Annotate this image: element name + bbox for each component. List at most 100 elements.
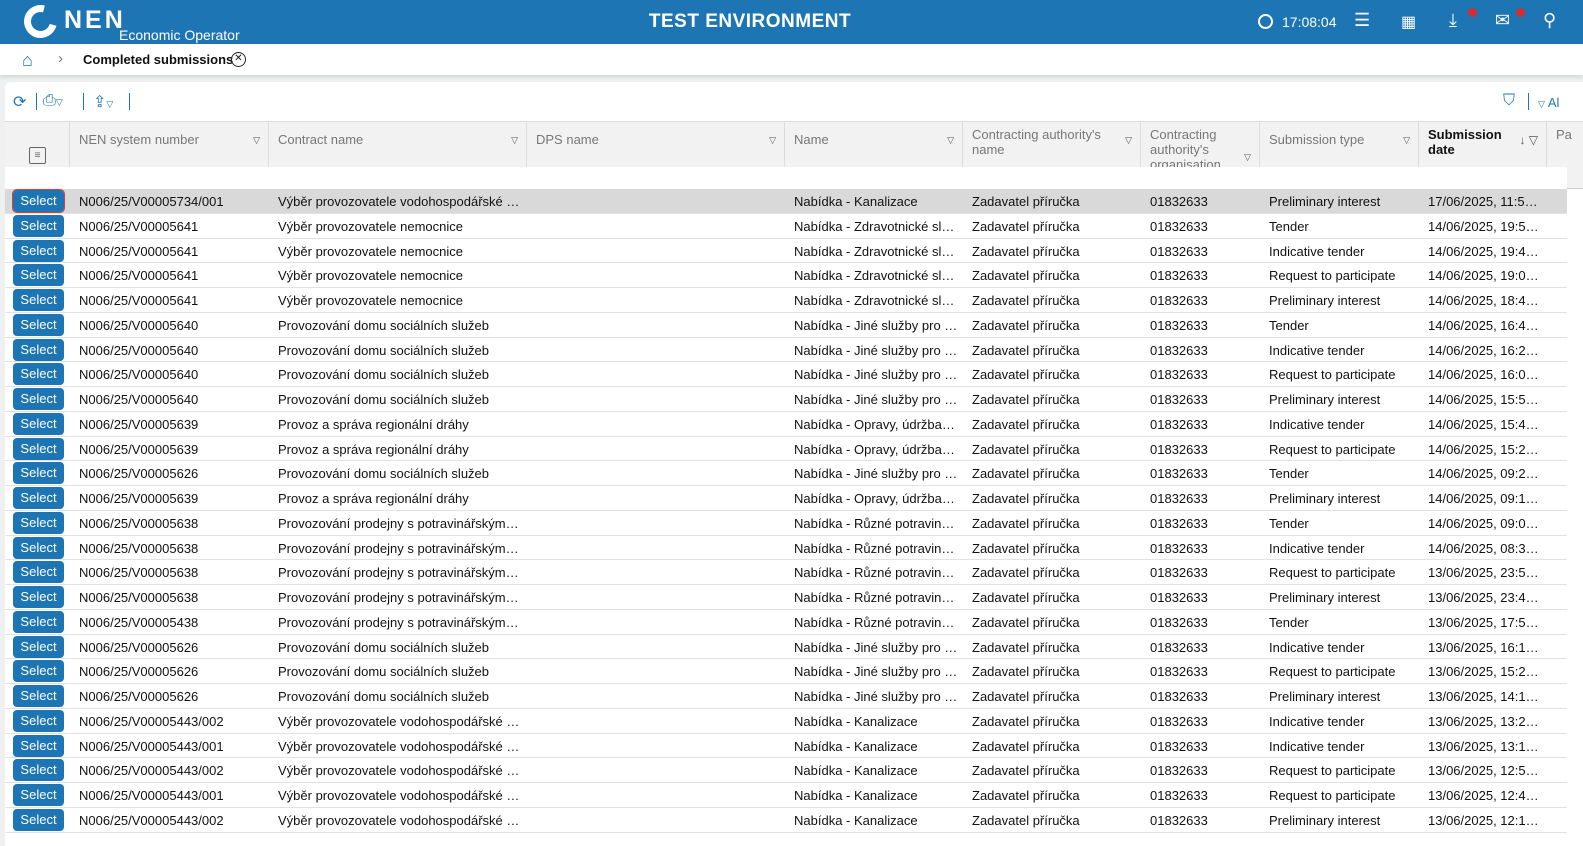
table-row[interactable]: Select N006/25/V00005639 Provoz a správa r… <box>5 486 1567 511</box>
table-row[interactable]: Select N006/25/V00005641 Výběr provozovate… <box>5 288 1567 313</box>
column-filter-icon[interactable]: ▽ <box>253 135 260 145</box>
table-cell: 13/06/2025, 14:1… <box>1428 689 1539 704</box>
refresh-icon[interactable]: ⟳ <box>13 94 27 111</box>
select-button[interactable]: Select <box>13 388 64 410</box>
table-cell: N006/25/V00005641 <box>79 243 199 259</box>
select-button[interactable]: Select <box>13 412 64 435</box>
column-filter-icon[interactable]: ▽ <box>1244 152 1251 162</box>
all-filter-dropdown[interactable]: ▽ Al <box>1538 95 1560 110</box>
column-filter-icon[interactable]: ▽ <box>1125 135 1132 145</box>
select-button[interactable]: Select <box>13 709 64 732</box>
table-cell: Zadavatel příručka <box>972 515 1080 531</box>
column-header[interactable]: DPS name ▽ <box>527 122 785 189</box>
table-cell: N006/25/V00005638 <box>79 590 199 605</box>
filter-icon[interactable]: ⛉ <box>1503 92 1516 109</box>
select-button[interactable]: Select <box>13 214 64 237</box>
table-cell: Nabídka - Opravy, údržba a… <box>794 416 958 432</box>
select-button[interactable]: Select <box>13 437 64 460</box>
table-cell: Zadavatel příručka <box>972 491 1080 506</box>
download-icon[interactable]: ⤓ <box>1449 10 1457 30</box>
user-icon[interactable]: ⚲ <box>1543 10 1557 30</box>
select-button[interactable]: Select <box>13 808 64 831</box>
table-row[interactable]: Select N006/25/V00005626 Provozování domu … <box>5 659 1567 684</box>
table-row[interactable]: Select N006/25/V00005640 Provozování domu … <box>5 362 1567 387</box>
select-button[interactable]: Select <box>13 313 64 336</box>
table-cell: Zadavatel příručka <box>972 738 1080 754</box>
column-header[interactable]: NEN system number ▽ <box>70 122 269 189</box>
table-row[interactable]: Select N006/25/V00005443/002 Výběr provozo… <box>5 758 1567 783</box>
select-button[interactable]: Select <box>13 239 64 262</box>
table-row[interactable]: Select N006/25/V00005443/002 Výběr provozo… <box>5 708 1567 734</box>
column-header[interactable]: Contract name ▽ <box>269 122 527 189</box>
table-row[interactable]: Select N006/25/V00005638 Provozování prode… <box>5 560 1567 585</box>
table-cell: Tender <box>1269 515 1309 531</box>
column-filter-icon[interactable]: ▽ <box>769 135 776 145</box>
mail-icon[interactable]: ✉ <box>1495 10 1511 30</box>
table-cell: 14/06/2025, 15:4… <box>1428 416 1539 432</box>
table-cell: 01832633 <box>1150 218 1208 234</box>
select-button[interactable]: Select <box>13 660 64 683</box>
table-cell: Provozování domu sociálních služeb <box>278 664 490 680</box>
table-row[interactable]: Select N006/25/V00005734/001 Výběr provozo… <box>5 189 1567 214</box>
select-button[interactable]: Select <box>13 586 64 608</box>
table-row[interactable]: Select N006/25/V00005626 Provozování domu … <box>5 461 1567 486</box>
table-row[interactable]: Select N006/25/V00005639 Provoz a správa r… <box>5 436 1567 462</box>
column-filter-icon[interactable]: ▽ <box>947 135 954 145</box>
table-row[interactable]: Select N006/25/V00005438 Provozování prode… <box>5 609 1567 635</box>
column-header[interactable]: Submission type ▽ <box>1260 122 1419 189</box>
select-button[interactable]: Select <box>13 635 64 658</box>
calendar-icon[interactable]: ▦ <box>1401 14 1417 31</box>
table-row[interactable]: Select N006/25/V00005640 Provozování domu … <box>5 312 1567 338</box>
select-button[interactable]: Select <box>13 363 64 386</box>
sort-descending-icon[interactable]: ↓ ▽ <box>1519 133 1538 147</box>
table-row[interactable]: Select N006/25/V00005443/002 Výběr provozo… <box>5 807 1567 833</box>
home-icon[interactable]: ⌂ <box>22 50 33 70</box>
table-row[interactable]: Select N006/25/V00005641 Výběr provozovate… <box>5 263 1567 288</box>
table-row[interactable]: Select N006/25/V00005443/001 Výběr provozo… <box>5 733 1567 759</box>
table-cell: N006/25/V00005640 <box>79 317 199 333</box>
select-button[interactable]: Select <box>13 264 64 287</box>
export-icon[interactable]: ⇪▽ <box>93 94 114 111</box>
select-button[interactable]: Select <box>13 462 64 485</box>
select-button[interactable]: Select <box>13 734 64 757</box>
select-button[interactable]: Select <box>13 511 64 534</box>
table-row[interactable]: Select N006/25/V00005641 Výběr provozovate… <box>5 213 1567 239</box>
table-row[interactable]: Select N006/25/V00005639 Provoz a správa r… <box>5 411 1567 437</box>
table-row[interactable]: Select N006/25/V00005626 Provozování domu … <box>5 684 1567 709</box>
column-header[interactable]: Contracting authority's name ▽ <box>963 122 1141 189</box>
table-row[interactable]: Select N006/25/V00005626 Provozování domu … <box>5 634 1567 660</box>
select-button[interactable]: Select <box>13 784 64 806</box>
table-row[interactable]: Select N006/25/V00005638 Provozování prode… <box>5 535 1567 561</box>
table-row[interactable]: Select N006/25/V00005638 Provozování prode… <box>5 510 1567 536</box>
column-filter-icon[interactable]: ▽ <box>511 135 518 145</box>
table-row[interactable]: Select N006/25/V00005640 Provozování domu … <box>5 387 1567 412</box>
table-row[interactable]: Select N006/25/V00005443/001 Výběr provozo… <box>5 783 1567 808</box>
column-header[interactable]: Pa <box>1547 122 1583 189</box>
column-header[interactable]: Name ▽ <box>785 122 963 189</box>
column-filter-icon[interactable]: ▽ <box>1403 135 1410 145</box>
menu-icon[interactable]: ☰ <box>1354 10 1371 30</box>
table-cell: Request to participate <box>1269 664 1396 680</box>
table-row[interactable]: Select N006/25/V00005640 Provozování domu … <box>5 337 1567 363</box>
table-cell: Nabídka - Zdravotnické slu… <box>794 268 958 284</box>
close-tab-icon[interactable]: ✕ <box>231 52 246 67</box>
select-button[interactable]: Select <box>13 338 64 361</box>
select-button[interactable]: Select <box>13 685 64 707</box>
select-button[interactable]: Select <box>13 487 64 509</box>
table-row[interactable]: Select N006/25/V00005641 Výběr provozovate… <box>5 238 1567 264</box>
column-header-label: Submission type <box>1269 132 1365 147</box>
table-cell: Zadavatel příručka <box>972 664 1080 680</box>
select-button[interactable]: Select <box>13 610 64 633</box>
select-button[interactable]: Select <box>13 759 64 782</box>
select-button[interactable]: Select <box>12 189 65 213</box>
table-cell: Nabídka - Kanalizace <box>794 812 918 828</box>
select-button[interactable]: Select <box>13 289 64 311</box>
select-button[interactable]: Select <box>13 536 64 559</box>
select-button[interactable]: Select <box>13 561 64 584</box>
table-row[interactable]: Select N006/25/V00005638 Provozování prode… <box>5 585 1567 610</box>
print-icon[interactable]: ⎙▽ <box>43 92 63 109</box>
table-cell: Request to participate <box>1269 763 1396 779</box>
column-header-label: NEN system number <box>79 132 199 147</box>
column-header[interactable]: Submission date ↓ ▽ <box>1419 122 1547 189</box>
column-settings-button[interactable]: ≡ <box>5 122 70 189</box>
